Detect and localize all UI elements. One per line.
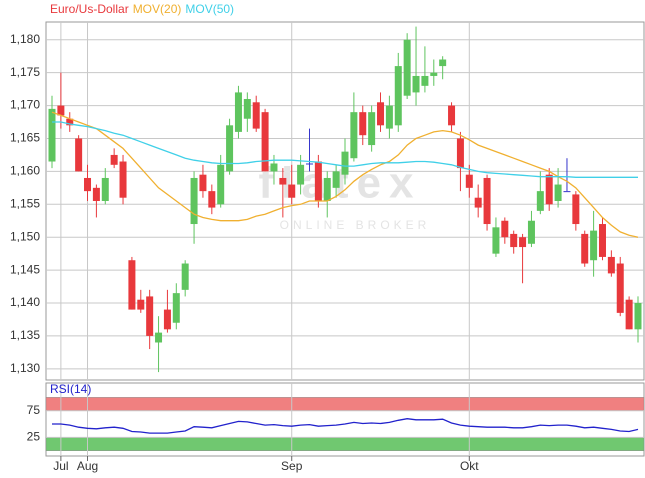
legend-entry: Euro/Us-Dollar: [50, 2, 129, 16]
candle-body: [119, 161, 127, 198]
candle-body: [350, 112, 358, 159]
candle-body: [332, 171, 340, 188]
candle-body: [234, 92, 242, 132]
candle-body: [536, 191, 544, 211]
candle-body: [483, 177, 491, 225]
x-tick-label: Jul: [53, 459, 68, 473]
y-tick-label: 1,165: [10, 131, 40, 145]
candle-body: [101, 177, 109, 201]
candle-body: [199, 174, 207, 192]
legend-entry: RSI(14): [50, 382, 91, 396]
candle-body: [217, 164, 225, 205]
candle-body: [385, 105, 393, 129]
candle-body: [84, 177, 92, 192]
candle-body: [314, 161, 322, 201]
y-tick-label: 1,155: [10, 196, 40, 210]
candle-body: [243, 98, 251, 119]
candle-body: [519, 237, 527, 248]
candle-body: [430, 72, 438, 76]
candle-body: [421, 75, 429, 86]
candle-body: [110, 154, 118, 165]
candle-body: [261, 112, 269, 172]
candle-body: [465, 174, 473, 188]
candle-body: [510, 233, 518, 248]
y-tick-label: 1,140: [10, 295, 40, 309]
y-tick-label: 1,170: [10, 98, 40, 112]
candle-body: [146, 296, 154, 336]
band: [45, 437, 645, 451]
panel: [45, 21, 645, 381]
candle-body: [323, 177, 331, 201]
candle-body: [226, 125, 234, 172]
candle-body: [341, 151, 349, 175]
candle-body: [75, 138, 83, 172]
candle-body: [403, 39, 411, 96]
y-tick-label: 1,180: [10, 32, 40, 46]
y-tick-label: 75: [27, 403, 41, 417]
candle-body: [598, 224, 606, 257]
candle-body: [439, 59, 447, 67]
candle-body: [501, 220, 509, 238]
x-tick-label: Aug: [77, 459, 98, 473]
legend-entry: MOV(50): [185, 2, 234, 16]
candle-body: [492, 227, 500, 254]
candle-body: [128, 260, 136, 310]
candle-body: [172, 293, 180, 323]
y-tick-label: 1,130: [10, 361, 40, 375]
line-series: [52, 418, 639, 434]
line-series: [51, 111, 639, 238]
candle-body: [252, 102, 260, 129]
x-tick-label: Okt: [460, 459, 479, 473]
candle-body: [545, 174, 553, 205]
band: [45, 397, 645, 411]
candle-body: [456, 138, 464, 169]
candle-body: [474, 197, 482, 208]
candle-body: [634, 303, 642, 330]
candle-body: [208, 191, 216, 208]
candle-body: [181, 263, 189, 290]
y-tick-label: 1,150: [10, 229, 40, 243]
candle-body: [412, 75, 420, 93]
candle-body: [305, 163, 313, 165]
y-tick-label: 1,175: [10, 65, 40, 79]
candle-body: [368, 112, 376, 146]
candle-body: [607, 256, 615, 274]
candle-body: [66, 118, 74, 126]
y-tick-label: 1,135: [10, 328, 40, 342]
candle-body: [297, 164, 305, 185]
candle-body: [394, 66, 402, 126]
y-tick-label: 25: [27, 430, 41, 444]
candle-body: [137, 299, 145, 310]
candle-body: [616, 263, 624, 313]
candle-body: [92, 187, 100, 201]
candle-body: [377, 102, 385, 126]
candle-body: [57, 105, 65, 116]
candle-body: [190, 177, 198, 225]
candle-body: [448, 105, 456, 126]
candle-body: [572, 194, 580, 225]
candle-body: [581, 233, 589, 264]
y-tick-label: 1,145: [10, 262, 40, 276]
x-tick-label: Sep: [281, 459, 303, 473]
candle-body: [527, 220, 535, 244]
legend-entry: MOV(20): [133, 2, 182, 16]
candle-body: [155, 332, 163, 343]
line-series: [52, 121, 638, 178]
candle-body: [359, 112, 367, 136]
candle-body: [270, 163, 278, 172]
candle-body: [48, 108, 56, 162]
candle-body: [590, 230, 598, 261]
candle-body: [563, 191, 571, 193]
candle-body: [625, 299, 633, 330]
watermark-sub: ONLINE BROKER: [280, 218, 431, 232]
candle-body: [163, 309, 171, 330]
y-tick-label: 1,160: [10, 164, 40, 178]
candle-body: [288, 184, 296, 198]
candle-body: [554, 184, 562, 201]
candle-body: [279, 177, 287, 185]
